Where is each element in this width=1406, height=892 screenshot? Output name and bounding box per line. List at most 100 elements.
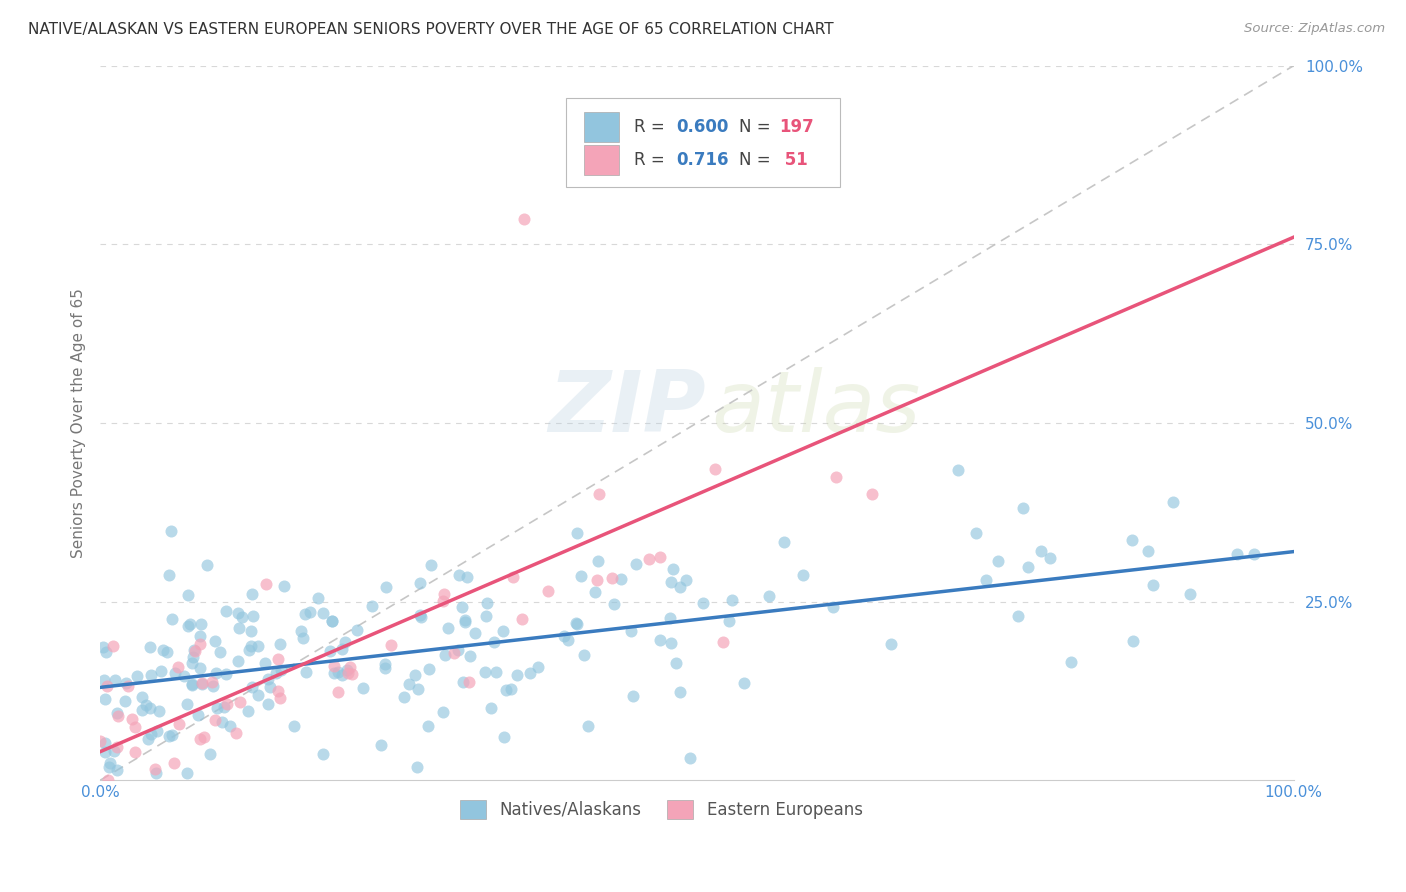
Point bbox=[180, 677, 202, 691]
Point bbox=[409, 609, 432, 624]
Point bbox=[93, 692, 115, 706]
Point bbox=[339, 660, 361, 674]
Point bbox=[173, 669, 195, 683]
Point bbox=[1060, 655, 1083, 669]
Point bbox=[299, 605, 322, 619]
Point bbox=[447, 643, 470, 657]
Point bbox=[1121, 533, 1143, 547]
Point bbox=[114, 694, 136, 708]
Point bbox=[107, 709, 129, 723]
Text: 197: 197 bbox=[779, 118, 814, 136]
Point bbox=[513, 212, 536, 227]
Point bbox=[336, 663, 359, 677]
Point bbox=[323, 666, 346, 681]
Point bbox=[264, 665, 287, 680]
Point bbox=[188, 629, 211, 643]
Point bbox=[537, 584, 560, 599]
Point bbox=[1122, 633, 1144, 648]
Point bbox=[772, 535, 794, 549]
Point bbox=[436, 622, 458, 636]
Point bbox=[160, 612, 183, 626]
Point bbox=[675, 573, 697, 587]
Point bbox=[114, 676, 136, 690]
Point bbox=[193, 731, 215, 745]
Point bbox=[659, 611, 682, 625]
Point bbox=[283, 718, 305, 732]
Point bbox=[231, 610, 253, 624]
Text: 0.600: 0.600 bbox=[676, 118, 730, 136]
Point bbox=[215, 666, 238, 681]
Point bbox=[758, 589, 780, 603]
Point bbox=[330, 642, 353, 657]
Point bbox=[392, 690, 415, 705]
Point bbox=[270, 663, 292, 677]
Point bbox=[510, 612, 533, 626]
Point bbox=[987, 554, 1010, 568]
Point bbox=[201, 675, 224, 690]
Point bbox=[238, 643, 260, 657]
Point bbox=[492, 730, 515, 744]
Point bbox=[718, 615, 741, 629]
Point bbox=[190, 616, 212, 631]
Point bbox=[131, 703, 153, 717]
Point bbox=[253, 656, 276, 670]
Point bbox=[621, 690, 644, 704]
Point bbox=[567, 525, 589, 540]
Point bbox=[198, 747, 221, 761]
Point bbox=[93, 673, 115, 687]
Point bbox=[965, 526, 987, 541]
Point bbox=[586, 573, 609, 587]
Point bbox=[374, 657, 396, 671]
Point bbox=[157, 729, 180, 743]
Point bbox=[176, 589, 198, 603]
Point bbox=[163, 665, 186, 680]
Point bbox=[456, 570, 478, 584]
Point bbox=[307, 591, 329, 605]
Point bbox=[148, 704, 170, 718]
Point bbox=[204, 665, 226, 680]
Point bbox=[346, 623, 368, 637]
Point bbox=[257, 672, 280, 686]
Point bbox=[98, 756, 121, 771]
Point bbox=[238, 704, 260, 718]
Point bbox=[321, 614, 343, 628]
Point bbox=[668, 685, 690, 699]
Point bbox=[703, 462, 725, 476]
Point bbox=[93, 640, 115, 654]
Point bbox=[135, 698, 157, 713]
Point bbox=[156, 645, 179, 659]
Point bbox=[294, 607, 316, 622]
Point bbox=[312, 606, 335, 620]
Point bbox=[333, 635, 356, 649]
Point bbox=[204, 713, 226, 727]
Point bbox=[188, 637, 211, 651]
Point bbox=[269, 690, 291, 705]
Point bbox=[219, 719, 242, 733]
Point bbox=[188, 660, 211, 674]
Point bbox=[211, 715, 233, 730]
Point bbox=[721, 593, 744, 607]
Point bbox=[225, 726, 247, 740]
Point bbox=[183, 644, 205, 658]
Text: 51: 51 bbox=[779, 151, 808, 169]
Point bbox=[458, 649, 481, 664]
Point bbox=[792, 567, 814, 582]
Point bbox=[879, 636, 901, 650]
Point bbox=[181, 650, 204, 665]
Point bbox=[139, 701, 162, 715]
Point bbox=[242, 680, 264, 694]
Point bbox=[215, 604, 238, 618]
Point bbox=[650, 549, 672, 564]
Point bbox=[157, 567, 180, 582]
Point bbox=[127, 669, 149, 683]
Point bbox=[1137, 544, 1160, 558]
Point bbox=[104, 673, 127, 688]
Point bbox=[207, 701, 229, 715]
Point bbox=[637, 551, 659, 566]
Point bbox=[259, 681, 281, 695]
Point bbox=[181, 656, 204, 670]
Point bbox=[246, 640, 269, 654]
Point bbox=[620, 624, 643, 638]
Point bbox=[176, 697, 198, 711]
Point bbox=[485, 665, 508, 679]
